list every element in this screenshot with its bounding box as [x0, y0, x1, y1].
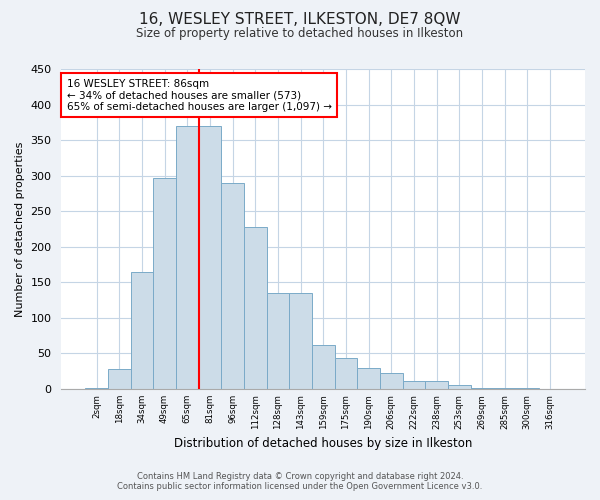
Bar — [289, 293, 312, 389]
Text: 16, WESLEY STREET, ILKESTON, DE7 8QW: 16, WESLEY STREET, ILKESTON, DE7 8QW — [139, 12, 461, 28]
Bar — [131, 272, 153, 389]
Bar — [176, 126, 199, 389]
Bar — [312, 345, 335, 389]
Bar — [425, 381, 448, 389]
Bar — [266, 293, 289, 389]
Bar — [516, 388, 539, 389]
Text: 16 WESLEY STREET: 86sqm
← 34% of detached houses are smaller (573)
65% of semi-d: 16 WESLEY STREET: 86sqm ← 34% of detache… — [67, 78, 332, 112]
Bar — [403, 381, 425, 389]
Bar — [108, 369, 131, 389]
Bar — [335, 358, 357, 389]
Bar — [85, 388, 108, 389]
X-axis label: Distribution of detached houses by size in Ilkeston: Distribution of detached houses by size … — [174, 437, 472, 450]
Bar — [221, 183, 244, 389]
Bar — [199, 126, 221, 389]
Bar — [380, 374, 403, 389]
Bar — [357, 368, 380, 389]
Bar — [493, 388, 516, 389]
Bar — [244, 227, 266, 389]
Bar — [448, 386, 470, 389]
Bar — [470, 388, 493, 389]
Bar — [153, 178, 176, 389]
Text: Contains HM Land Registry data © Crown copyright and database right 2024.
Contai: Contains HM Land Registry data © Crown c… — [118, 472, 482, 491]
Text: Size of property relative to detached houses in Ilkeston: Size of property relative to detached ho… — [136, 28, 464, 40]
Y-axis label: Number of detached properties: Number of detached properties — [15, 142, 25, 316]
